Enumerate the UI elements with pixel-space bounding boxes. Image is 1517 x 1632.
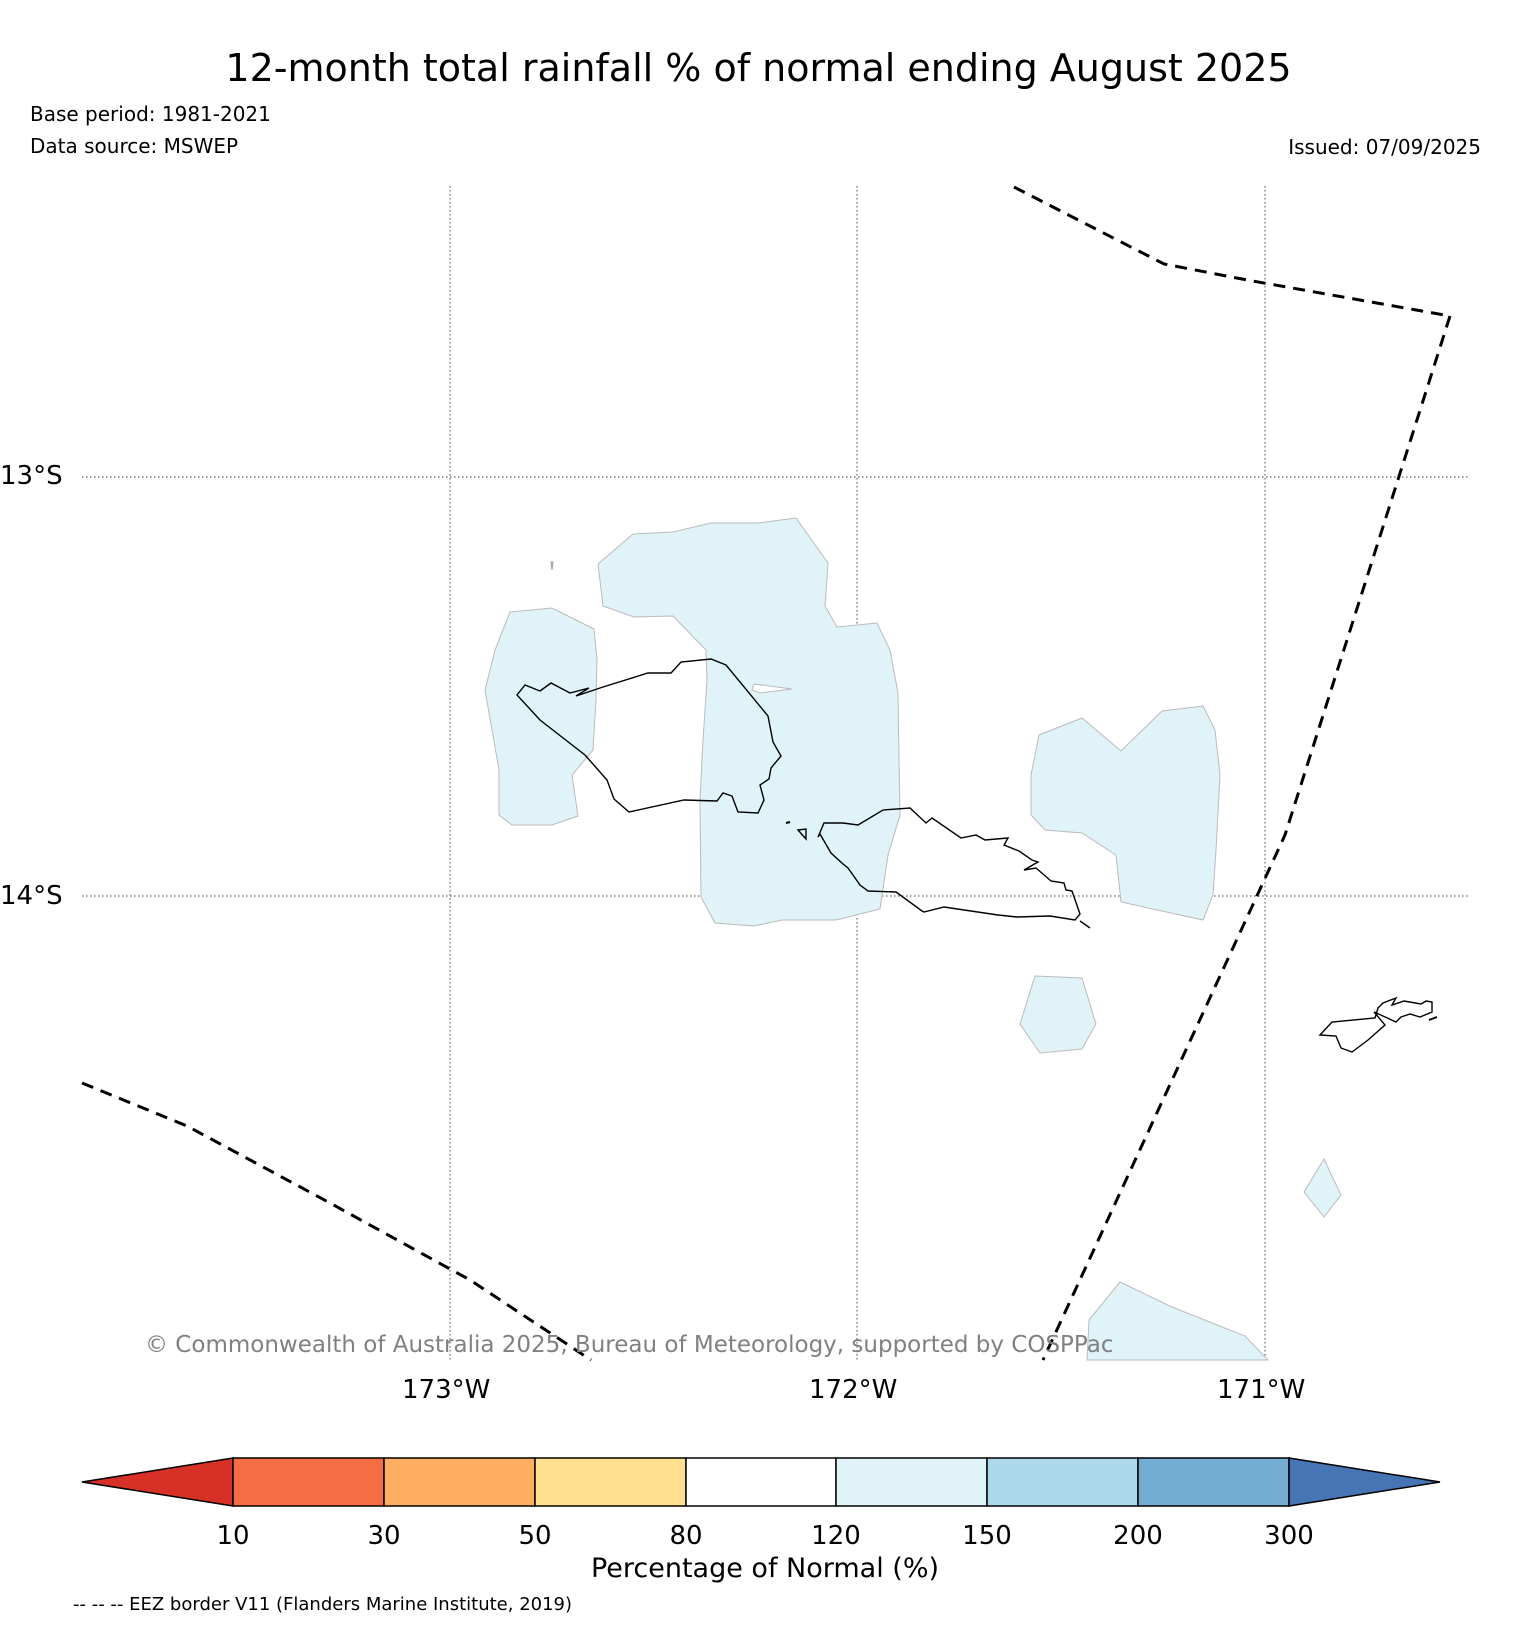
- colorbar-bin-80-120: [685, 1457, 837, 1507]
- anomaly-area-bottom: [1086, 1281, 1270, 1361]
- colorbar-tick: 10: [216, 1521, 250, 1551]
- eez-border-southwest: [81, 1081, 592, 1362]
- anomaly-area-central: [597, 517, 901, 927]
- base-period: Base period: 1981-2021: [30, 102, 271, 126]
- coastline-apolima: [796, 828, 807, 841]
- coastline-tutuila: [1318, 996, 1433, 1053]
- tiny-islet: [550, 561, 554, 571]
- anomaly-area-southeast: [1303, 1157, 1342, 1218]
- colorbar-bin-120-150: [835, 1457, 988, 1507]
- colorbar-tick: 80: [669, 1521, 703, 1551]
- colorbar-tick: 30: [367, 1521, 401, 1551]
- colorbar-bin-50-80: [534, 1457, 687, 1507]
- colorbar-tick: 200: [1113, 1521, 1163, 1551]
- data-source: Data source: MSWEP: [30, 134, 239, 158]
- lon-label-172w: 172°W: [809, 1375, 898, 1405]
- colorbar-tick: 150: [962, 1521, 1012, 1551]
- coastline-aunuu: [1428, 1016, 1438, 1021]
- colorbar-extend-high: [1288, 1457, 1441, 1507]
- colorbar-bin-10-30: [232, 1457, 385, 1507]
- eez-legend-note: -- -- -- EEZ border V11 (Flanders Marine…: [73, 1594, 573, 1615]
- copyright-notice: © Commonwealth of Australia 2025, Bureau…: [145, 1332, 1114, 1358]
- colorbar-extend-low: [81, 1457, 234, 1507]
- eez-border-east: [1041, 315, 1452, 1361]
- lat-label-13s: 13°S: [0, 461, 63, 491]
- coastline-upolu: [817, 807, 1081, 921]
- lon-label-171w: 171°W: [1217, 1375, 1306, 1405]
- white-patch: [751, 683, 793, 694]
- anomaly-area-east: [1030, 705, 1221, 921]
- graticule: [82, 186, 1470, 1360]
- lon-label-173w: 173°W: [402, 1375, 491, 1405]
- colorbar-bin-150-200: [986, 1457, 1139, 1507]
- colorbar-bin-30-50: [383, 1457, 536, 1507]
- lat-label-14s: 14°S: [0, 881, 63, 911]
- colorbar-tick: 120: [811, 1521, 861, 1551]
- coastline-manono: [785, 821, 791, 824]
- coastline-nuulua: [1079, 920, 1091, 929]
- coastline-savaii: [516, 658, 782, 814]
- coastlines: [516, 658, 1438, 1053]
- eez-borders: [81, 185, 1452, 1362]
- colorbar-tick: 300: [1264, 1521, 1314, 1551]
- colorbar-bin-200-300: [1137, 1457, 1290, 1507]
- map-title: 12-month total rainfall % of normal endi…: [225, 46, 1292, 90]
- colorbar-label: Percentage of Normal (%): [590, 1553, 940, 1584]
- anomaly-areas: [484, 517, 1342, 1361]
- eez-border-north: [1013, 185, 1451, 318]
- issued-date: Issued: 07/09/2025: [1288, 135, 1481, 159]
- colorbar-tick: 50: [518, 1521, 552, 1551]
- anomaly-area-south: [1019, 975, 1097, 1054]
- colorbar: [81, 1457, 1441, 1507]
- anomaly-area-west: [484, 607, 598, 826]
